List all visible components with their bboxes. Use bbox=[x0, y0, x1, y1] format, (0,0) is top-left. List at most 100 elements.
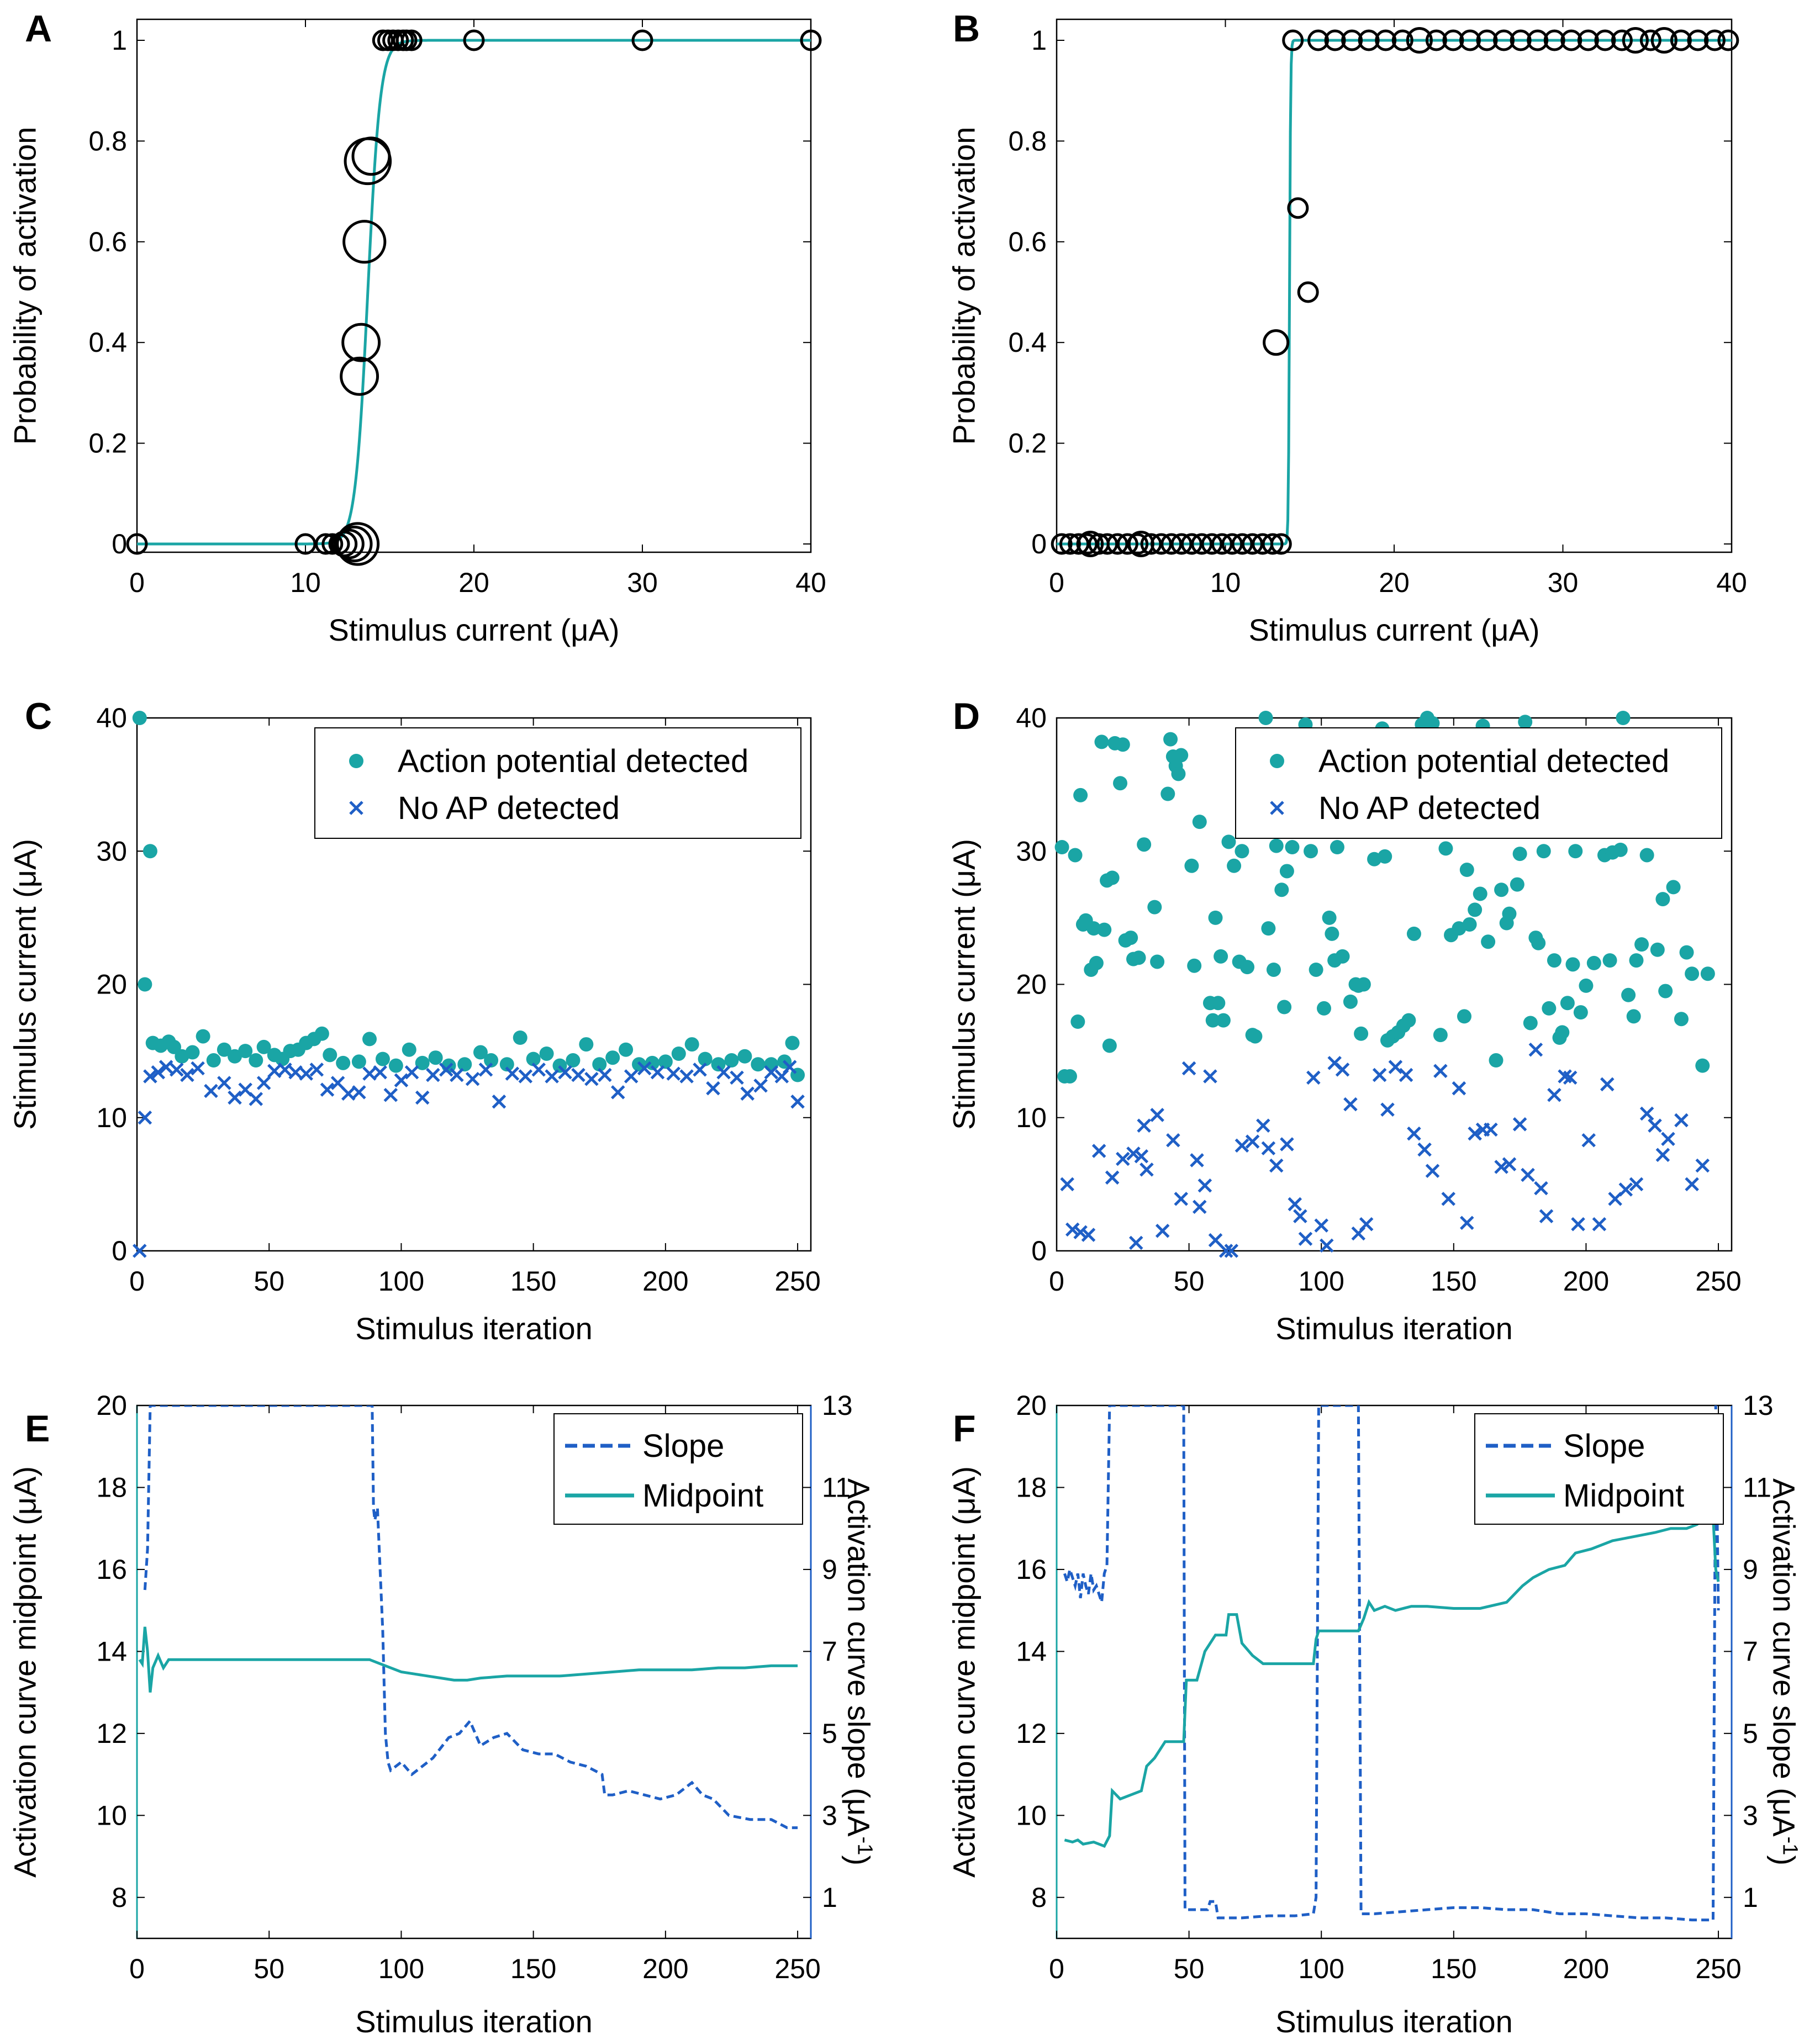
legend-box bbox=[1235, 727, 1722, 839]
no-ap-point bbox=[143, 1069, 157, 1084]
no-ap-point bbox=[740, 1086, 755, 1101]
ap-detected-point bbox=[473, 1045, 488, 1060]
y-right-tick-label: 7 bbox=[822, 1636, 837, 1667]
data-point bbox=[1527, 29, 1549, 51]
ap-detected-point bbox=[1279, 864, 1294, 879]
y-axis-label: Probability of activation bbox=[947, 127, 982, 445]
ap-detected-point bbox=[1586, 955, 1601, 970]
ap-detected-point bbox=[1634, 937, 1649, 952]
ap-detected-point bbox=[1094, 734, 1109, 749]
no-ap-point bbox=[217, 1076, 231, 1090]
no-ap-point bbox=[373, 1065, 387, 1080]
ap-detected-point bbox=[1531, 936, 1546, 950]
data-point bbox=[1622, 27, 1649, 54]
ap-detected-point bbox=[402, 1042, 416, 1057]
ap-detected-point bbox=[185, 1045, 200, 1060]
x-tick-label: 200 bbox=[1563, 1953, 1609, 1984]
ap-detected-point bbox=[1070, 1014, 1085, 1029]
no-ap-point bbox=[1648, 1118, 1662, 1133]
y-tick-label: 0.4 bbox=[88, 327, 127, 358]
data-point bbox=[1324, 29, 1346, 51]
ap-detected-point bbox=[238, 1044, 253, 1059]
no-ap-point bbox=[1655, 1148, 1670, 1162]
y-tick-label: 16 bbox=[96, 1554, 127, 1585]
ap-detected-point bbox=[1266, 962, 1281, 977]
y-right-label-main: Activation curve slope (μA bbox=[841, 1478, 876, 1837]
no-ap-point bbox=[1425, 1164, 1440, 1178]
no-ap-point bbox=[450, 1067, 464, 1082]
ap-detected-point bbox=[1113, 776, 1128, 791]
x-tick-label: 200 bbox=[1563, 1266, 1609, 1297]
panel-letter: B bbox=[953, 8, 980, 50]
no-ap-point bbox=[1190, 1153, 1204, 1167]
x-tick-label: 50 bbox=[254, 1953, 284, 1984]
y-right-tick-label: 5 bbox=[822, 1718, 837, 1749]
x-tick-label: 150 bbox=[510, 1953, 556, 1984]
y-axis-label: Probability of activation bbox=[8, 127, 43, 445]
no-ap-point bbox=[1269, 1158, 1284, 1173]
no-ap-point bbox=[1399, 1067, 1413, 1082]
x-tick-label: 20 bbox=[458, 567, 489, 598]
ap-detected-point bbox=[1343, 994, 1358, 1009]
x-axis-label: Stimulus current (μA) bbox=[1248, 612, 1539, 647]
no-ap-point bbox=[1203, 1069, 1217, 1084]
x-axis-label: Stimulus iteration bbox=[1275, 1311, 1513, 1346]
no-ap-point bbox=[637, 1061, 652, 1076]
no-ap-point bbox=[610, 1085, 625, 1100]
legend-midpoint-label: Midpoint bbox=[1563, 1478, 1684, 1514]
no-ap-point bbox=[1618, 1182, 1633, 1197]
ap-detected-point bbox=[671, 1046, 686, 1061]
data-point bbox=[1670, 29, 1692, 51]
ap-detected-point bbox=[1147, 900, 1162, 915]
ap-detected-point bbox=[1666, 880, 1681, 895]
y-axis-label: Stimulus current (μA) bbox=[8, 839, 43, 1130]
no-ap-point bbox=[383, 1087, 398, 1102]
y-right-tick-label: 5 bbox=[1743, 1718, 1758, 1749]
panel-letter: F bbox=[953, 1408, 976, 1450]
legend-no-ap-marker bbox=[349, 801, 363, 815]
ap-detected-point bbox=[1227, 858, 1242, 873]
ap-detected-point bbox=[1473, 886, 1487, 901]
no-ap-point bbox=[584, 1072, 599, 1086]
no-ap-point bbox=[545, 1069, 559, 1084]
ap-detected-point bbox=[1650, 942, 1665, 957]
x-tick-label: 0 bbox=[129, 1953, 145, 1984]
ap-detected-point bbox=[658, 1054, 673, 1069]
ap-detected-point bbox=[737, 1049, 752, 1064]
data-point bbox=[1270, 533, 1292, 555]
ap-detected-point bbox=[196, 1029, 210, 1044]
data-point bbox=[1241, 533, 1263, 555]
ap-detected-point bbox=[1655, 892, 1670, 907]
ap-detected-point bbox=[539, 1046, 554, 1061]
x-tick-label: 10 bbox=[290, 567, 321, 598]
ap-detected-point bbox=[1433, 1028, 1448, 1043]
activation-curve bbox=[137, 39, 811, 546]
ap-detected-point bbox=[1378, 849, 1392, 864]
ap-detected-point bbox=[1330, 840, 1344, 855]
ap-detected-point bbox=[1073, 788, 1088, 802]
no-ap-point bbox=[1116, 1151, 1130, 1166]
no-ap-point bbox=[1197, 1178, 1212, 1193]
ap-detected-point bbox=[1547, 953, 1561, 968]
ap-detected-point bbox=[206, 1053, 221, 1068]
no-ap-point bbox=[1261, 1141, 1276, 1156]
no-ap-point bbox=[1081, 1228, 1096, 1242]
ap-detected-point bbox=[1629, 953, 1644, 968]
data-point bbox=[1077, 530, 1104, 558]
ap-detected-point bbox=[1258, 711, 1273, 725]
data-point bbox=[1703, 29, 1726, 51]
ap-detected-point bbox=[217, 1042, 231, 1057]
y-tick-label: 10 bbox=[96, 1800, 127, 1831]
y-right-tick-label: 11 bbox=[822, 1472, 851, 1503]
y-tick-label: 8 bbox=[112, 1882, 127, 1913]
panel-b: 0 10 20 30 40 0 0.2 0.4 0.6 0.8 1 B Stimulus current… bbox=[947, 8, 1747, 647]
ap-detected-point bbox=[1457, 1009, 1471, 1024]
y-tick-label: 0.2 bbox=[88, 428, 127, 459]
data-point bbox=[1717, 29, 1739, 51]
no-ap-point bbox=[1521, 1167, 1535, 1182]
no-ap-point bbox=[1695, 1158, 1710, 1173]
no-ap-point bbox=[764, 1065, 779, 1080]
ap-detected-point bbox=[1679, 945, 1694, 960]
no-ap-point bbox=[1494, 1160, 1508, 1174]
